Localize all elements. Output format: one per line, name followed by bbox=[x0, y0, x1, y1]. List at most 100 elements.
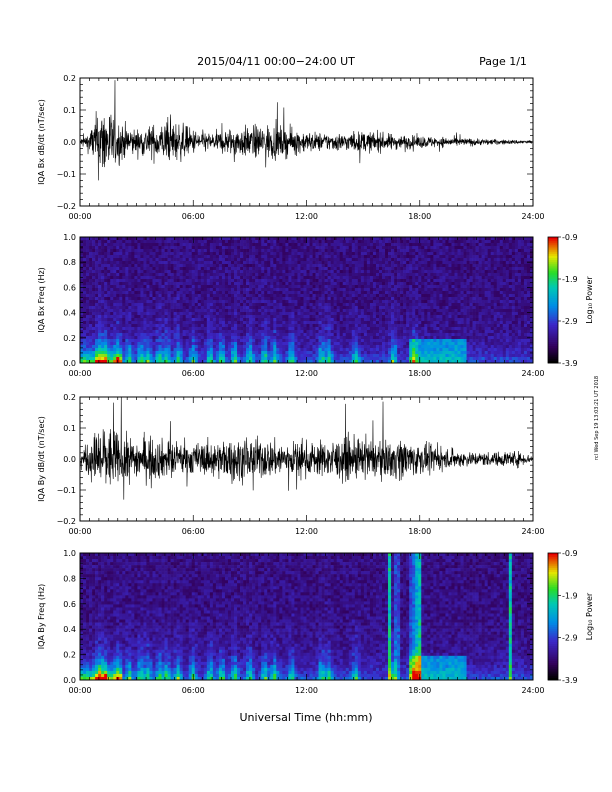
spectrogram-cell bbox=[137, 270, 141, 274]
spectrogram-cell bbox=[391, 279, 395, 283]
spectrogram-cell bbox=[170, 333, 174, 337]
spectrogram-cell bbox=[155, 315, 159, 319]
spectrogram-cell bbox=[221, 324, 226, 328]
spectrogram-cell bbox=[206, 270, 211, 274]
spectrogram-cell bbox=[409, 327, 413, 331]
spectrogram-cell bbox=[80, 294, 84, 298]
spectrogram-cell bbox=[282, 351, 286, 355]
spectrogram-cell bbox=[282, 336, 286, 340]
spectrogram-cell bbox=[224, 348, 229, 352]
spectrogram-cell bbox=[264, 306, 268, 310]
spectrogram-cell bbox=[128, 336, 132, 340]
spectrogram-cell bbox=[215, 354, 220, 358]
spectrogram-cell bbox=[161, 267, 165, 271]
spectrogram-column bbox=[297, 237, 301, 364]
spectrogram-cell bbox=[224, 306, 229, 310]
spectrogram-cell bbox=[288, 312, 292, 316]
spectrogram-cell bbox=[391, 300, 395, 304]
spectrogram-column bbox=[336, 237, 341, 364]
spectrogram-cell bbox=[309, 267, 313, 271]
spectrogram-cell bbox=[206, 342, 211, 346]
spectrogram-cell bbox=[182, 318, 186, 322]
spectrogram-cell bbox=[170, 297, 174, 301]
spectrogram-cell bbox=[176, 315, 180, 319]
spectrogram-cell bbox=[276, 282, 280, 286]
spectrogram-cell bbox=[409, 255, 413, 259]
spectrogram-cell bbox=[372, 291, 377, 295]
spectrogram-cell bbox=[252, 354, 256, 358]
spectrogram-cell bbox=[354, 288, 359, 292]
spectrogram-cell bbox=[270, 315, 274, 319]
spectrogram-cell bbox=[385, 252, 389, 256]
spectrogram-cell bbox=[203, 351, 208, 355]
spectrogram-cell bbox=[412, 258, 416, 262]
spectrogram-cell bbox=[333, 300, 337, 304]
spectrogram-cell bbox=[179, 276, 183, 280]
spectrogram-cell bbox=[182, 285, 186, 289]
spectrogram-cell bbox=[155, 318, 159, 322]
spectrogram-cell bbox=[255, 300, 259, 304]
spectrogram-cell bbox=[385, 288, 389, 292]
spectrogram-cell bbox=[264, 300, 268, 304]
spectrogram-cell bbox=[125, 264, 129, 268]
spectrogram-cell bbox=[321, 315, 325, 319]
spectrogram-cell bbox=[306, 306, 310, 310]
spectrogram-cell bbox=[179, 303, 183, 307]
spectrogram-cell bbox=[357, 297, 362, 301]
spectrogram-cell bbox=[312, 288, 316, 292]
spectrogram-cell bbox=[318, 336, 322, 340]
spectrogram-column bbox=[366, 237, 371, 364]
spectrogram-cell bbox=[146, 294, 150, 298]
spectrogram-column bbox=[312, 237, 316, 364]
spectrogram-column bbox=[182, 237, 186, 364]
spectrogram-cell bbox=[128, 282, 132, 286]
spectrogram-cell bbox=[255, 336, 259, 340]
spectrogram-cell bbox=[354, 276, 359, 280]
spectrogram-cell bbox=[149, 309, 153, 313]
spectrogram-cell bbox=[243, 339, 247, 343]
spectrogram-cell bbox=[83, 315, 87, 319]
spectrogram-cell bbox=[400, 282, 404, 286]
spectrogram-cell bbox=[415, 360, 419, 364]
spectrogram-cell bbox=[125, 306, 129, 310]
spectrogram-cell bbox=[146, 279, 150, 283]
spectrogram-cell bbox=[188, 264, 193, 268]
spectrogram-cell bbox=[366, 297, 371, 301]
spectrogram-cell bbox=[372, 252, 377, 256]
spectrogram-cell bbox=[176, 321, 180, 325]
spectrogram-cell bbox=[155, 345, 159, 349]
spectrogram-cell bbox=[203, 294, 208, 298]
spectrogram-cell bbox=[330, 288, 334, 292]
spectrogram-cell bbox=[285, 240, 289, 244]
spectrogram-cell bbox=[125, 285, 129, 289]
spectrogram-cell bbox=[209, 240, 214, 244]
spectrogram-cell bbox=[258, 306, 262, 310]
spectrogram-cell bbox=[95, 336, 99, 340]
spectrogram-cell bbox=[375, 312, 380, 316]
spectrogram-cell bbox=[128, 321, 132, 325]
spectrogram-cell bbox=[200, 339, 205, 343]
spectrogram-cell bbox=[360, 351, 365, 355]
spectrogram-cell bbox=[113, 276, 117, 280]
spectrogram-cell bbox=[385, 342, 389, 346]
spectrogram-cell bbox=[89, 309, 93, 313]
spectrogram-cell bbox=[309, 336, 313, 340]
spectrogram-cell bbox=[333, 336, 337, 340]
spectrogram-cell bbox=[122, 246, 126, 250]
spectrogram-column bbox=[397, 237, 401, 364]
spectrogram-cell bbox=[137, 264, 141, 268]
spectrogram-cell bbox=[107, 282, 111, 286]
spectrogram-cell bbox=[246, 288, 250, 292]
spectrogram-cell bbox=[412, 306, 416, 310]
spectrogram-cell bbox=[388, 309, 392, 313]
spectrogram-cell bbox=[354, 255, 359, 259]
spectrogram-cell bbox=[406, 237, 410, 241]
spectrogram-cell bbox=[318, 303, 322, 307]
spectrogram-cell bbox=[378, 249, 383, 253]
spectrogram-cell bbox=[382, 315, 386, 319]
spectrogram-cell bbox=[369, 315, 374, 319]
spectrogram-cell bbox=[297, 354, 301, 358]
spectrogram-cell bbox=[273, 354, 277, 358]
spectrogram-cell bbox=[161, 282, 165, 286]
spectrogram-cell bbox=[243, 309, 247, 313]
